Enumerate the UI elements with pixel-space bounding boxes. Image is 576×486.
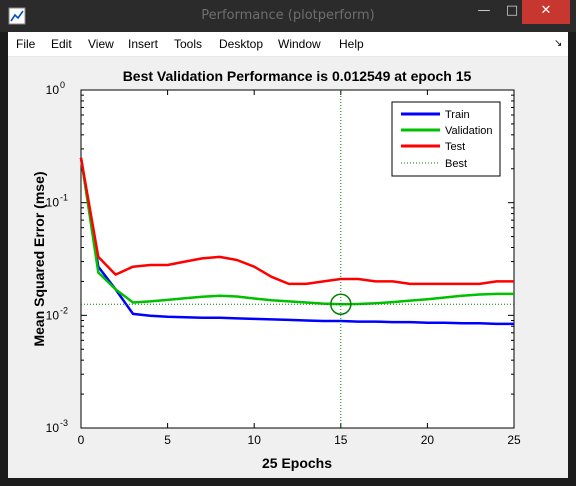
menu-desktop[interactable]: Desktop [219, 37, 264, 51]
menu-window[interactable]: Window [278, 37, 321, 51]
performance-plot[interactable]: Best Validation Performance is 0.012549 … [8, 57, 568, 478]
series-line-test [79, 157, 514, 286]
close-button[interactable]: ✕ [522, 0, 570, 24]
y-tick-label: 10 [46, 83, 60, 97]
x-tick-label: 5 [164, 433, 171, 447]
menu-view[interactable]: View [88, 37, 114, 51]
legend: Train Validation Test Best [391, 101, 501, 177]
y-tick-label: 10 [46, 308, 60, 322]
y-axis-label: Mean Squared Error (mse) [31, 171, 47, 346]
legend-test-label: Test [445, 141, 465, 153]
menu-insert[interactable]: Insert [128, 37, 159, 51]
menu-edit[interactable]: Edit [51, 37, 72, 51]
matlab-figure-icon[interactable] [8, 7, 26, 25]
menu-tools[interactable]: Tools [174, 37, 203, 51]
y-tick-label: 10 [46, 196, 60, 210]
x-tick-label: 25 [507, 433, 521, 447]
x-axis-label: 25 Epochs [262, 455, 332, 471]
x-tick-label: 10 [248, 433, 262, 447]
menu-file[interactable]: File [16, 37, 36, 51]
best-markers [81, 90, 514, 428]
best-marker-circle [330, 293, 352, 315]
legend-validation-label: Validation [445, 125, 493, 137]
maximize-button[interactable]: □ [505, 3, 519, 18]
minimize-button[interactable]: — [477, 3, 491, 18]
series-line-validation [79, 157, 514, 306]
chart-title: Best Validation Performance is 0.012549 … [123, 68, 472, 84]
y-tick-exponent: -3 [60, 418, 68, 428]
menu-help[interactable]: Help [339, 37, 364, 51]
x-tick-label: 0 [78, 433, 85, 447]
x-tick-label: 15 [334, 433, 348, 447]
y-tick-exponent: -1 [60, 193, 68, 203]
menu-bar: File Edit View Insert Tools Desktop Wind… [8, 32, 568, 57]
y-tick-exponent: 0 [60, 80, 65, 90]
y-tick-exponent: -2 [60, 305, 68, 315]
title-bar: Performance (plotperform) — □ ✕ [0, 0, 576, 32]
series-lines [79, 157, 514, 326]
x-tick-label: 20 [421, 433, 435, 447]
figure-window: File Edit View Insert Tools Desktop Wind… [8, 32, 568, 478]
y-tick-label: 10 [46, 421, 60, 435]
series-line-train [79, 157, 514, 326]
legend-train-label: Train [445, 109, 470, 121]
window-title: Performance (plotperform) [201, 8, 375, 23]
legend-best-label: Best [445, 158, 467, 170]
dock-arrow-icon[interactable]: ↘ [554, 38, 563, 49]
